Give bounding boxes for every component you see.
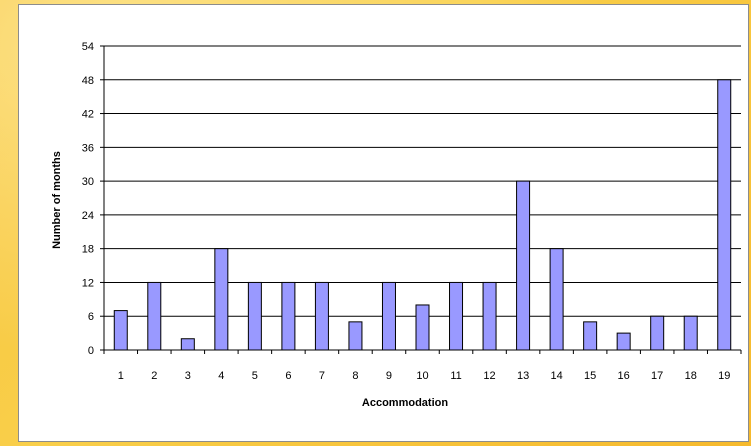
x-tick-label: 3	[185, 370, 191, 382]
y-tick-label: 24	[82, 210, 94, 222]
x-tick-label: 15	[584, 370, 596, 382]
bar	[415, 304, 430, 351]
x-tick-label: 16	[618, 370, 630, 382]
bar	[549, 248, 564, 351]
x-tick-label: 6	[285, 370, 291, 382]
x-tick-label: 9	[386, 370, 392, 382]
gridlines	[104, 45, 741, 317]
axes	[103, 46, 741, 351]
bar	[381, 281, 396, 351]
y-tick-labels: 0 6 12 18 24 30 36 42 48 54	[82, 41, 104, 357]
y-tick-label: 12	[82, 277, 94, 289]
bar	[247, 281, 262, 351]
chart-panel	[18, 4, 749, 442]
x-tick-labels: 1 2 3 4 5 6 7 8 9 10 11 12 13 14 15 16 17 18 19	[103, 350, 742, 382]
y-tick-label: 42	[82, 109, 94, 121]
bar	[147, 281, 162, 351]
y-tick-label: 0	[88, 345, 94, 357]
y-axis-title: Number of months	[51, 151, 63, 249]
x-tick-label: 2	[151, 370, 157, 382]
bar	[449, 281, 464, 351]
bar	[616, 332, 631, 351]
x-tick-label: 5	[252, 370, 258, 382]
y-tick-label: 54	[82, 41, 94, 53]
x-tick-label: 18	[685, 370, 697, 382]
x-tick-label: 13	[517, 370, 529, 382]
bars	[113, 79, 732, 351]
bar	[717, 79, 732, 351]
x-tick-label: 19	[718, 370, 730, 382]
bar	[683, 315, 698, 351]
x-tick-label: 11	[450, 370, 461, 382]
x-tick-label: 7	[319, 370, 325, 382]
bar	[482, 281, 497, 351]
bar	[214, 248, 229, 351]
x-tick-label: 8	[352, 370, 358, 382]
bar	[180, 338, 195, 351]
x-tick-label: 14	[550, 370, 562, 382]
y-tick-label: 36	[82, 142, 94, 154]
x-tick-label: 4	[218, 370, 224, 382]
y-tick-label: 18	[82, 244, 94, 256]
x-tick-label: 10	[416, 370, 428, 382]
x-tick-label: 12	[483, 370, 495, 382]
y-tick-label: 48	[82, 75, 94, 87]
x-tick-label: 1	[118, 370, 124, 382]
bar	[281, 281, 296, 351]
bar	[516, 180, 531, 351]
bar	[348, 321, 363, 351]
x-axis-title: Accommodation	[362, 397, 448, 409]
y-tick-label: 6	[88, 311, 94, 323]
bar	[113, 310, 128, 351]
bar	[650, 315, 665, 351]
bar	[314, 281, 329, 351]
x-tick-label: 17	[651, 370, 663, 382]
y-tick-label: 30	[82, 176, 94, 188]
bar	[583, 321, 598, 351]
